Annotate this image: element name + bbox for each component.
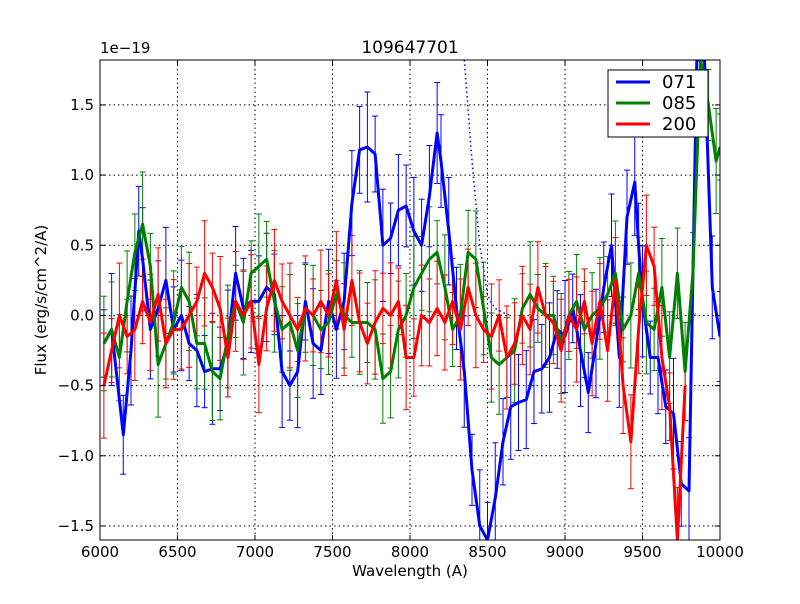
y-tick-label: −0.5 [58, 377, 94, 395]
series-line-071 [102, 60, 720, 540]
x-tick-label: 8000 [391, 543, 429, 561]
x-tick-label: 10000 [696, 543, 744, 561]
x-tick-label: 7000 [236, 543, 274, 561]
x-tick-label: 6000 [81, 543, 119, 561]
y-tick-label: 1.5 [70, 96, 94, 114]
x-tick-label: 6500 [158, 543, 196, 561]
legend-label-085: 085 [662, 93, 696, 114]
x-tick-label: 9500 [623, 543, 661, 561]
x-tick-label: 7500 [313, 543, 351, 561]
chart-title: 109647701 [361, 38, 458, 58]
x-tick-label: 8500 [468, 543, 506, 561]
y-axis-label: Flux (erg/s/cm^2/A) [32, 225, 50, 376]
y-tick-label: 0.0 [70, 306, 94, 324]
legend: 071 085 200 [607, 69, 709, 138]
y-tick-label: −1.5 [58, 517, 94, 535]
y-tick-label: 1.0 [70, 166, 94, 184]
y-offset-label: 1e−19 [100, 39, 150, 57]
dotted-overlay-line [463, 60, 512, 317]
x-tick-label: 9000 [546, 543, 584, 561]
series-line-085 [102, 60, 720, 381]
axis-ticks: 6000 6500 7000 7500 8000 8500 9000 9500 10000 −1.… [58, 60, 744, 561]
series-layer [100, 60, 720, 540]
legend-label-200: 200 [662, 114, 696, 135]
series-line-200 [102, 243, 687, 540]
x-axis-label: Wavelength (A) [352, 562, 468, 580]
y-tick-label: 0.5 [70, 236, 94, 254]
legend-label-071: 071 [662, 72, 696, 93]
y-tick-label: −1.0 [58, 447, 94, 465]
